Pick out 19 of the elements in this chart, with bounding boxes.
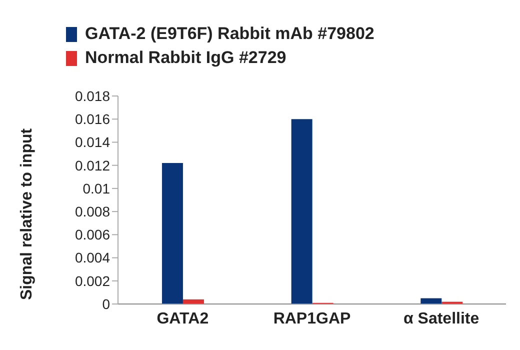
bar	[162, 163, 183, 304]
bar	[291, 119, 312, 304]
y-axis-title: Signal relative to input	[18, 128, 36, 300]
y-tick-label: 0.004	[74, 250, 110, 266]
y-tick-label: 0.01	[82, 180, 110, 196]
y-tick-label: 0.014	[74, 134, 110, 150]
y-tick-label: 0.006	[74, 226, 110, 243]
x-tick-label: α Satellite	[404, 310, 480, 328]
y-tick-label: 0.012	[74, 157, 110, 174]
y-tick-label: 0.008	[74, 204, 110, 220]
y-tick-label: 0.018	[74, 88, 110, 104]
x-tick-label: GATA2	[156, 310, 209, 328]
bar	[420, 298, 442, 304]
legend-label: Normal Rabbit IgG #2729	[85, 48, 286, 68]
y-tick-label: 0.002	[74, 272, 110, 289]
y-tick-label: 0.016	[74, 111, 110, 128]
legend-label: GATA-2 (E9T6F) Rabbit mAb #79802	[85, 24, 374, 44]
x-tick-label: RAP1GAP	[273, 310, 351, 328]
y-tick-label: 0	[102, 296, 110, 312]
